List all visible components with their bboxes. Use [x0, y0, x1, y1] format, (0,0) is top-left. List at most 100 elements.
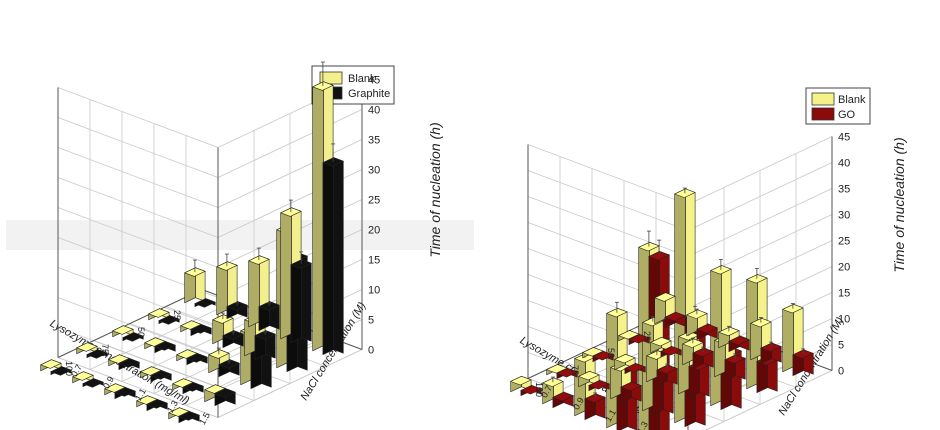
bar	[215, 253, 238, 316]
z-tick-label: 30	[368, 165, 380, 177]
bar	[182, 382, 205, 395]
bar	[150, 370, 173, 383]
bar-face-top	[107, 354, 130, 364]
bar	[186, 353, 209, 366]
bar	[226, 301, 249, 320]
bar-face-top	[194, 298, 217, 308]
z-tick-label: 45	[368, 75, 380, 87]
bar-face-top	[724, 354, 747, 364]
x-tick-label: 75	[570, 365, 580, 375]
bar-face-top	[581, 347, 604, 357]
bar-face-top	[696, 323, 719, 334]
bar-face-top	[175, 349, 198, 359]
bar-face-top	[258, 301, 281, 311]
z-tick-label: 0	[838, 366, 844, 378]
bar	[178, 411, 201, 424]
bar-face-top	[218, 359, 241, 369]
x-tick-label: 25	[642, 331, 652, 341]
bar-face-top	[75, 342, 98, 352]
y-tick-label: 1.3	[635, 420, 650, 430]
bar-face-top	[620, 381, 643, 392]
x-tick-label: 100	[64, 361, 74, 376]
bar-face-side	[248, 255, 260, 328]
z-tick-label: 5	[838, 340, 844, 352]
z-tick-label: 35	[838, 184, 850, 196]
bar-face-side	[280, 207, 292, 340]
bar-face-top	[577, 370, 600, 381]
bar	[552, 391, 575, 409]
grid-line	[57, 147, 219, 208]
grid-line	[57, 297, 219, 358]
bar	[556, 367, 579, 380]
bar	[222, 330, 245, 349]
chart-right-legend: Blank GO	[805, 87, 871, 125]
bar-face-top	[190, 324, 213, 334]
bar	[118, 358, 141, 371]
bar-face-top	[146, 399, 169, 409]
z-tick-label: 20	[368, 225, 380, 237]
bar-face-top	[545, 364, 568, 374]
bar-face-side	[312, 81, 324, 352]
bar-face-top	[649, 336, 672, 347]
grid-line	[57, 117, 219, 178]
bar-face-top	[118, 358, 141, 368]
x-tick-label: 75	[100, 344, 110, 354]
bar	[75, 342, 98, 355]
z-tick-label: 45	[838, 132, 850, 144]
chart-right: Time of nucleation (h) Lysozyme concentr…	[509, 87, 907, 430]
bar	[696, 323, 719, 341]
z-tick-label: 15	[838, 288, 850, 300]
x-tick-label: 100	[534, 382, 544, 397]
bar	[584, 392, 607, 421]
bar-face-top	[322, 157, 345, 167]
bar	[664, 311, 687, 329]
chart-right-zlabel: Time of nucleation (h)	[891, 137, 907, 272]
grid-line	[57, 87, 219, 148]
bar-face-top	[588, 380, 611, 390]
bar-face-top	[628, 334, 651, 344]
bar-face-top	[103, 383, 126, 393]
bar-face-top	[692, 347, 715, 358]
bar-face-top	[556, 368, 579, 378]
bar	[588, 379, 611, 392]
bar-face-top	[222, 330, 245, 340]
bar	[167, 407, 190, 420]
bar-face-top	[728, 335, 751, 346]
x-tick-label: 50	[136, 327, 146, 337]
bar-face-top	[617, 330, 640, 340]
bar-face-top	[182, 382, 205, 392]
bar-face-top	[50, 366, 73, 376]
bar-face-top	[171, 378, 194, 388]
bar	[728, 335, 751, 353]
bar	[82, 378, 105, 388]
legend-label-graphite: Graphite	[348, 88, 390, 100]
bar	[653, 292, 676, 325]
chart-bars	[509, 187, 815, 430]
bar	[190, 324, 213, 337]
bar-face-top	[82, 378, 105, 388]
bar-face-top	[167, 407, 190, 417]
bar-face-top	[520, 385, 543, 395]
bar-face-top	[214, 388, 237, 398]
background-band	[6, 220, 474, 250]
bar-face-top	[792, 349, 815, 359]
bar-face-top	[39, 359, 62, 369]
bar-face-top	[143, 337, 166, 347]
z-tick-label: 30	[838, 210, 850, 222]
bar	[624, 362, 647, 375]
legend-swatch-blank	[811, 92, 835, 106]
z-tick-label: 20	[838, 262, 850, 274]
bar-face-side	[782, 303, 794, 373]
legend-label-blank: Blank	[348, 73, 376, 85]
bar	[154, 341, 177, 354]
z-tick-label: 0	[368, 345, 374, 357]
grid-line	[57, 357, 219, 418]
bar-face-top	[664, 311, 687, 322]
bar	[258, 301, 281, 332]
bar	[183, 259, 206, 304]
bar	[71, 371, 94, 384]
bar-face-top	[154, 341, 177, 351]
bar	[122, 332, 145, 342]
grid-line	[527, 170, 689, 231]
